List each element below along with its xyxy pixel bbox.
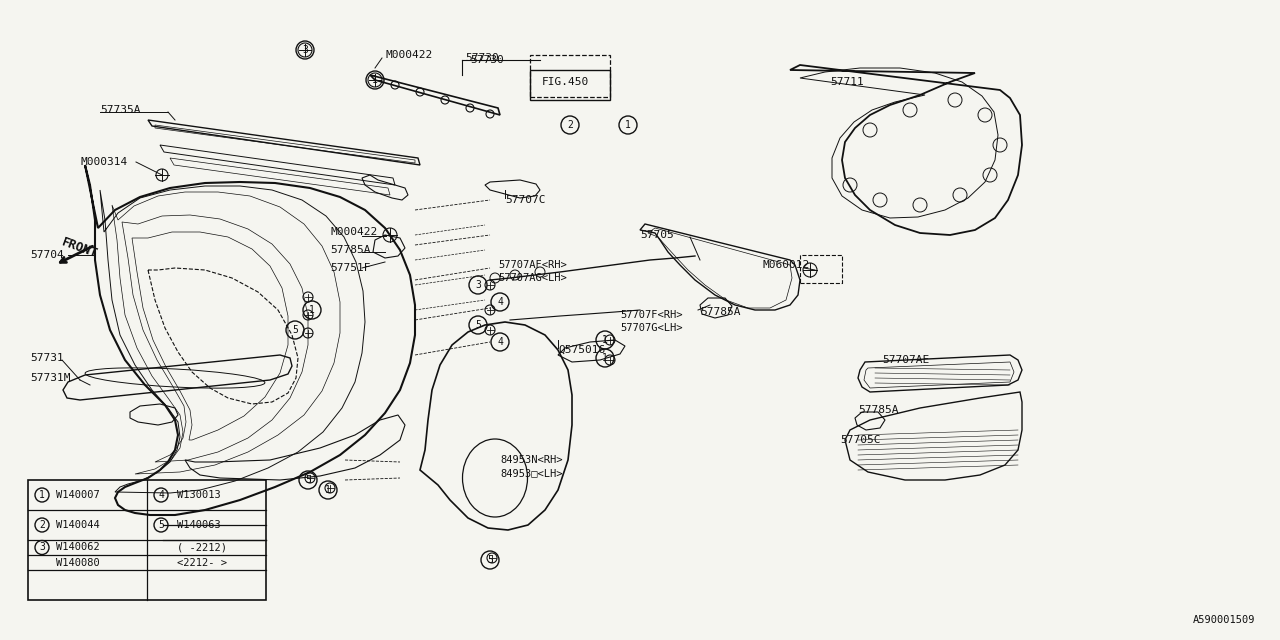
Text: 57707AE: 57707AE bbox=[882, 355, 929, 365]
Text: M000314: M000314 bbox=[81, 157, 127, 167]
Text: 5: 5 bbox=[488, 555, 493, 565]
Text: 57751F: 57751F bbox=[330, 263, 370, 273]
Text: 3: 3 bbox=[475, 280, 481, 290]
Text: 5: 5 bbox=[305, 475, 311, 485]
Text: 57707AG<LH>: 57707AG<LH> bbox=[498, 273, 567, 283]
Text: 4: 4 bbox=[497, 297, 503, 307]
Text: 5: 5 bbox=[292, 325, 298, 335]
Text: 57707F<RH>: 57707F<RH> bbox=[620, 310, 682, 320]
Text: 1: 1 bbox=[602, 353, 608, 363]
Text: 1: 1 bbox=[602, 335, 608, 345]
Text: 3: 3 bbox=[40, 543, 45, 552]
Bar bbox=[530, 70, 611, 100]
Text: 57707G<LH>: 57707G<LH> bbox=[620, 323, 682, 333]
Text: 57730: 57730 bbox=[470, 55, 504, 65]
Text: M000422: M000422 bbox=[330, 227, 378, 237]
Text: 5: 5 bbox=[475, 320, 481, 330]
Text: FRONT: FRONT bbox=[60, 236, 100, 260]
Text: 2: 2 bbox=[40, 520, 45, 530]
Text: 57785A: 57785A bbox=[700, 307, 741, 317]
Text: 2: 2 bbox=[567, 120, 573, 130]
Text: Q575016: Q575016 bbox=[558, 345, 605, 355]
Text: 1: 1 bbox=[325, 485, 332, 495]
Text: FIG.450: FIG.450 bbox=[541, 77, 589, 87]
Text: W140007: W140007 bbox=[56, 490, 100, 500]
Text: 4: 4 bbox=[157, 490, 164, 500]
Text: 57731: 57731 bbox=[29, 353, 64, 363]
Text: 5: 5 bbox=[157, 520, 164, 530]
Text: 1: 1 bbox=[625, 120, 631, 130]
Text: W140062: W140062 bbox=[56, 543, 100, 552]
Text: 57785A: 57785A bbox=[330, 245, 370, 255]
Text: W140080: W140080 bbox=[56, 557, 100, 568]
Text: 57705: 57705 bbox=[640, 230, 673, 240]
Bar bbox=[28, 480, 266, 600]
Text: 57711: 57711 bbox=[829, 77, 864, 87]
Text: M000422: M000422 bbox=[385, 50, 433, 60]
Text: <2212- >: <2212- > bbox=[177, 557, 227, 568]
Text: 57707C: 57707C bbox=[506, 195, 545, 205]
Text: 84953□<LH>: 84953□<LH> bbox=[500, 468, 562, 478]
Text: 1: 1 bbox=[372, 75, 378, 85]
Bar bbox=[800, 255, 842, 283]
Text: 57735A: 57735A bbox=[100, 105, 141, 115]
Text: 57785A: 57785A bbox=[858, 405, 899, 415]
Text: 57704: 57704 bbox=[29, 250, 64, 260]
Text: W130013: W130013 bbox=[177, 490, 220, 500]
Text: ( -2212): ( -2212) bbox=[177, 543, 227, 552]
Text: 1: 1 bbox=[308, 305, 315, 315]
Text: M060012: M060012 bbox=[762, 260, 809, 270]
Text: 57730: 57730 bbox=[465, 53, 499, 63]
Text: 4: 4 bbox=[497, 337, 503, 347]
Text: W140044: W140044 bbox=[56, 520, 100, 530]
Text: 57707AF<RH>: 57707AF<RH> bbox=[498, 260, 567, 270]
Text: 57731M: 57731M bbox=[29, 373, 70, 383]
Text: 1: 1 bbox=[40, 490, 45, 500]
Text: W140063: W140063 bbox=[177, 520, 220, 530]
Text: A590001509: A590001509 bbox=[1193, 615, 1254, 625]
Bar bbox=[530, 55, 611, 97]
Text: 3: 3 bbox=[302, 45, 308, 55]
Text: 84953N<RH>: 84953N<RH> bbox=[500, 455, 562, 465]
Text: 57705C: 57705C bbox=[840, 435, 881, 445]
